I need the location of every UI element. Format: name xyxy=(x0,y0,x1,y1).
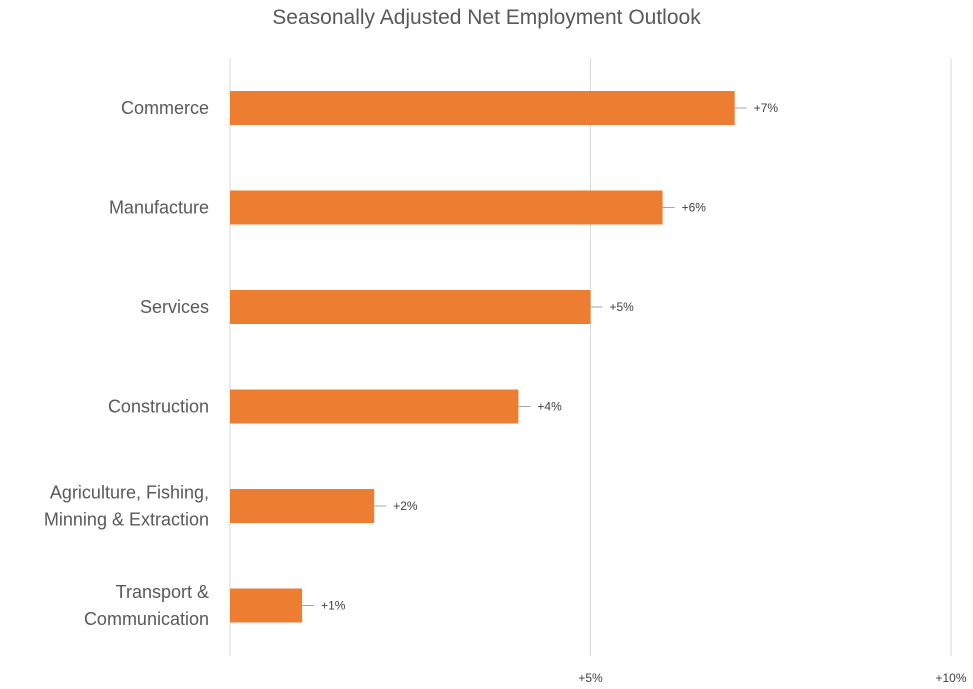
bar xyxy=(230,588,303,623)
data-label: +1% xyxy=(321,599,346,613)
category-label: Transport & Communication xyxy=(84,582,209,629)
category-label: Services xyxy=(140,297,209,317)
data-label: +4% xyxy=(537,400,562,414)
bar xyxy=(230,389,519,424)
bar xyxy=(230,489,375,523)
category-label-line: Transport & xyxy=(116,582,209,602)
category-label: Construction xyxy=(108,397,209,417)
category-label-line: Construction xyxy=(108,397,209,417)
category-label: Agriculture, Fishing, Minning & Extractio… xyxy=(44,483,209,530)
data-label: +6% xyxy=(682,201,707,215)
category-label-line: Agriculture, Fishing, xyxy=(50,483,209,503)
chart-title: Seasonally Adjusted Net Employment Outlo… xyxy=(272,6,701,29)
x-tick-label: +10% xyxy=(935,671,966,685)
category-label-line: Manufacture xyxy=(109,198,209,218)
bar xyxy=(230,290,591,324)
bar xyxy=(230,91,735,125)
category-label: Manufacture xyxy=(109,198,209,218)
data-label: +5% xyxy=(610,300,635,314)
data-label: +2% xyxy=(393,499,418,513)
x-tick-label: +5% xyxy=(578,671,603,685)
data-label: +7% xyxy=(754,101,779,115)
category-label-line: Services xyxy=(140,297,209,317)
category-label-line: Communication xyxy=(84,609,209,629)
category-label: Commerce xyxy=(121,98,209,118)
category-label-line: Commerce xyxy=(121,98,209,118)
bar xyxy=(230,190,663,225)
category-label-line: Minning & Extraction xyxy=(44,510,209,530)
